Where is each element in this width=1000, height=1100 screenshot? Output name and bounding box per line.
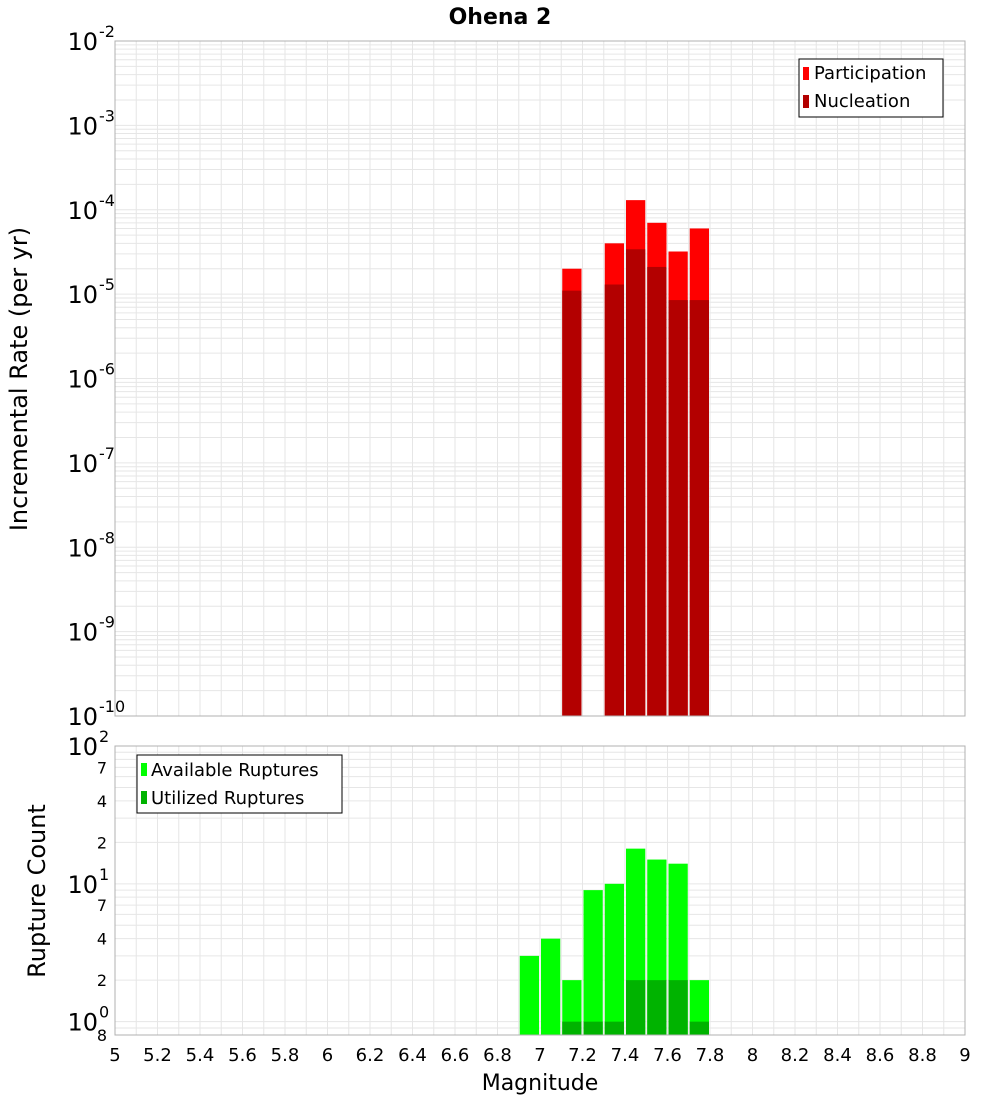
x-tick-label: 6 <box>322 1045 333 1066</box>
utilized-ruptures-bar <box>604 1021 624 1035</box>
y-minor-tick-label: 8 <box>97 1026 107 1045</box>
x-tick-label: 7.6 <box>653 1045 682 1066</box>
y-tick-label: 10 <box>67 703 98 731</box>
nucleation-bar <box>647 266 667 716</box>
y-tick-label: 10 <box>67 450 98 478</box>
utilized-ruptures-bar <box>583 1021 603 1035</box>
legend-label-participation: Participation <box>814 63 926 84</box>
x-tick-label: 8.8 <box>908 1045 937 1066</box>
y-tick-label: 10 <box>67 733 98 761</box>
x-tick-label: 8.2 <box>781 1045 810 1066</box>
utilized-ruptures-bar <box>647 980 667 1035</box>
x-axis-tick-labels: 5 5.2 5.4 5.6 5.8 6 6.2 6.4 6.6 6.8 7 7.2 7.4 7.6 7.8 8… <box>109 1045 970 1066</box>
legend-swatch-participation <box>803 67 809 80</box>
available-ruptures-bar <box>541 938 561 1035</box>
y-minor-tick-label: 7 <box>97 896 107 915</box>
available-ruptures-bar <box>604 883 624 1035</box>
utilized-ruptures-bar <box>668 980 688 1035</box>
y-tick-label: 10 <box>67 534 98 562</box>
available-ruptures-bar <box>583 890 603 1035</box>
x-tick-label: 8.4 <box>823 1045 852 1066</box>
y-tick-label: 10 <box>67 871 98 899</box>
y-tick-label: 10 <box>67 281 98 309</box>
y-minor-tick-label: 7 <box>97 758 107 777</box>
x-tick-label: 5.8 <box>271 1045 300 1066</box>
y-tick-exponent: -6 <box>99 360 115 379</box>
y-tick-exponent: -3 <box>99 106 115 125</box>
top-panel: 10-210-310-410-510-610-710-810-910-10 In… <box>5 22 966 731</box>
y-tick-exponent: 0 <box>99 1003 109 1022</box>
y-tick-exponent: 2 <box>99 727 109 746</box>
bottom-plot-frame <box>114 745 966 1036</box>
y-tick-exponent: 1 <box>99 865 109 884</box>
y-tick-exponent: -4 <box>99 191 115 210</box>
utilized-ruptures-bar <box>562 1021 582 1035</box>
y-tick-exponent: -2 <box>99 22 115 41</box>
nucleation-bar <box>562 290 582 716</box>
utilized-ruptures-bar <box>689 1021 709 1035</box>
top-legend: Participation Nucleation <box>798 58 944 118</box>
y-minor-tick-label: 2 <box>97 971 107 990</box>
y-minor-tick-label: 4 <box>97 792 107 811</box>
bottom-bars <box>519 848 709 1035</box>
x-tick-label: 7.4 <box>611 1045 640 1066</box>
x-axis-label: Magnitude <box>482 1071 599 1096</box>
legend-swatch-available-ruptures <box>141 763 147 776</box>
y-tick-label: 10 <box>67 197 98 225</box>
x-tick-label: 6.8 <box>483 1045 512 1066</box>
y-minor-tick-label: 4 <box>97 930 107 949</box>
utilized-ruptures-bar <box>626 980 646 1035</box>
x-tick-label: 5.4 <box>186 1045 215 1066</box>
y-tick-label: 10 <box>67 619 98 647</box>
x-tick-label: 5.2 <box>143 1045 172 1066</box>
y-tick-label: 10 <box>67 1009 98 1037</box>
available-ruptures-bar <box>689 980 709 1035</box>
bottom-y-axis-label: Rupture Count <box>23 804 51 978</box>
top-legend-box <box>798 58 944 118</box>
x-tick-label: 6.4 <box>398 1045 427 1066</box>
y-tick-label: 10 <box>67 366 98 394</box>
nucleation-bar <box>604 284 624 716</box>
top-plot-frame <box>114 40 966 717</box>
bottom-legend-box <box>136 754 343 814</box>
top-bars <box>562 200 709 717</box>
chart-title: Ohena 2 <box>449 5 552 30</box>
y-tick-exponent: -7 <box>99 444 115 463</box>
legend-swatch-nucleation <box>803 95 809 108</box>
y-tick-label: 10 <box>67 28 98 56</box>
y-tick-exponent: -10 <box>99 697 125 716</box>
nucleation-bar <box>668 300 688 716</box>
x-tick-label: 5 <box>109 1045 120 1066</box>
nucleation-bar <box>626 249 646 716</box>
y-minor-tick-label: 2 <box>97 833 107 852</box>
x-tick-label: 8.6 <box>866 1045 895 1066</box>
legend-label-nucleation: Nucleation <box>814 91 910 112</box>
nucleation-bar <box>689 300 709 716</box>
top-y-tick-labels: 10-210-310-410-510-610-710-810-910-10 <box>67 22 125 731</box>
legend-label-available-ruptures: Available Ruptures <box>151 760 319 781</box>
x-tick-label: 7 <box>534 1045 545 1066</box>
bottom-legend: Available Ruptures Utilized Ruptures <box>136 754 343 814</box>
legend-swatch-utilized-ruptures <box>141 791 147 804</box>
x-tick-label: 5.6 <box>228 1045 257 1066</box>
x-tick-label: 8 <box>747 1045 758 1066</box>
x-tick-label: 7.2 <box>568 1045 597 1066</box>
available-ruptures-bar <box>562 980 582 1035</box>
y-tick-exponent: -5 <box>99 275 115 294</box>
x-tick-label: 6.2 <box>356 1045 385 1066</box>
top-gridlines <box>114 40 966 717</box>
available-ruptures-bar <box>519 955 539 1035</box>
y-tick-exponent: -8 <box>99 528 115 547</box>
x-tick-label: 9 <box>959 1045 970 1066</box>
legend-label-utilized-ruptures: Utilized Ruptures <box>151 788 304 809</box>
x-tick-label: 7.8 <box>696 1045 725 1066</box>
x-tick-label: 6.6 <box>441 1045 470 1066</box>
y-tick-exponent: -9 <box>99 613 115 632</box>
top-y-axis-label: Incremental Rate (per yr) <box>5 227 33 531</box>
y-tick-label: 10 <box>67 112 98 140</box>
